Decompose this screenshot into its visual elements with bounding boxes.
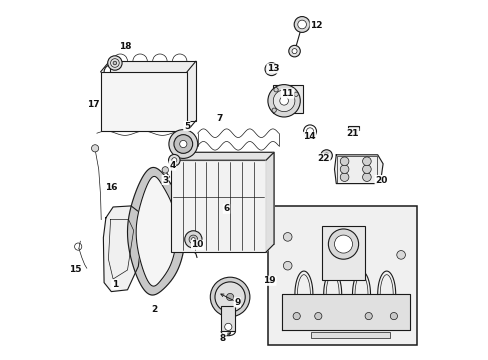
Bar — [321, 226, 365, 280]
Text: 9: 9 — [234, 298, 240, 307]
Circle shape — [320, 150, 332, 161]
Bar — [310, 332, 389, 338]
Circle shape — [184, 231, 202, 248]
Circle shape — [297, 20, 306, 29]
Polygon shape — [334, 155, 382, 184]
Circle shape — [362, 157, 370, 166]
Text: 15: 15 — [69, 266, 81, 275]
Circle shape — [224, 323, 231, 330]
Bar — [337, 156, 376, 183]
Circle shape — [283, 261, 291, 270]
Circle shape — [324, 153, 328, 158]
Circle shape — [226, 293, 233, 301]
Circle shape — [91, 145, 99, 152]
Circle shape — [362, 173, 370, 181]
Text: 5: 5 — [183, 122, 190, 131]
Circle shape — [314, 312, 321, 320]
Text: 21: 21 — [346, 129, 358, 138]
Circle shape — [365, 312, 371, 320]
Circle shape — [267, 85, 300, 117]
Bar — [347, 126, 358, 130]
Text: 2: 2 — [151, 305, 157, 314]
Circle shape — [215, 282, 244, 312]
Text: 14: 14 — [303, 132, 315, 141]
Polygon shape — [127, 167, 185, 295]
Circle shape — [179, 140, 186, 148]
Text: 13: 13 — [266, 64, 279, 73]
Circle shape — [340, 173, 348, 181]
Text: 20: 20 — [374, 176, 386, 185]
Text: 8: 8 — [219, 334, 225, 343]
Bar — [109, 61, 196, 121]
Circle shape — [189, 235, 197, 244]
Text: 11: 11 — [281, 89, 293, 98]
Bar — [267, 206, 416, 345]
Circle shape — [174, 135, 192, 153]
Circle shape — [210, 277, 249, 317]
Circle shape — [168, 154, 180, 166]
Text: 12: 12 — [309, 21, 322, 30]
Circle shape — [293, 92, 298, 96]
Circle shape — [171, 158, 177, 163]
Circle shape — [107, 56, 122, 70]
Text: 10: 10 — [191, 240, 203, 249]
Text: 16: 16 — [105, 183, 117, 192]
Polygon shape — [282, 294, 409, 330]
Text: 3: 3 — [162, 176, 168, 185]
Circle shape — [288, 45, 300, 57]
Circle shape — [273, 87, 278, 92]
Circle shape — [362, 165, 370, 174]
Circle shape — [328, 229, 358, 259]
Circle shape — [283, 233, 291, 241]
Polygon shape — [170, 152, 273, 160]
Text: 17: 17 — [87, 100, 100, 109]
Text: 19: 19 — [263, 276, 275, 285]
Circle shape — [291, 49, 296, 54]
Circle shape — [268, 66, 274, 72]
Circle shape — [292, 312, 300, 320]
Bar — [170, 160, 265, 252]
Circle shape — [273, 90, 294, 112]
Text: 22: 22 — [317, 154, 329, 163]
Circle shape — [168, 130, 197, 158]
Text: 4: 4 — [169, 161, 175, 170]
Bar — [178, 152, 273, 244]
Text: 7: 7 — [216, 114, 222, 123]
Text: 6: 6 — [223, 204, 229, 213]
Circle shape — [191, 238, 195, 241]
Circle shape — [279, 96, 288, 105]
Polygon shape — [136, 176, 176, 286]
Polygon shape — [265, 152, 273, 252]
Circle shape — [334, 235, 352, 253]
Circle shape — [396, 251, 405, 259]
Circle shape — [340, 157, 348, 166]
Bar — [272, 85, 303, 113]
Circle shape — [264, 63, 277, 76]
Text: 18: 18 — [119, 42, 132, 51]
Polygon shape — [103, 206, 143, 292]
Circle shape — [162, 167, 168, 173]
Circle shape — [271, 108, 276, 112]
Circle shape — [340, 165, 348, 174]
Circle shape — [113, 61, 117, 65]
Circle shape — [294, 17, 309, 32]
Bar — [221, 306, 235, 331]
Circle shape — [389, 312, 397, 320]
Bar — [101, 72, 186, 131]
Text: 1: 1 — [112, 280, 118, 289]
